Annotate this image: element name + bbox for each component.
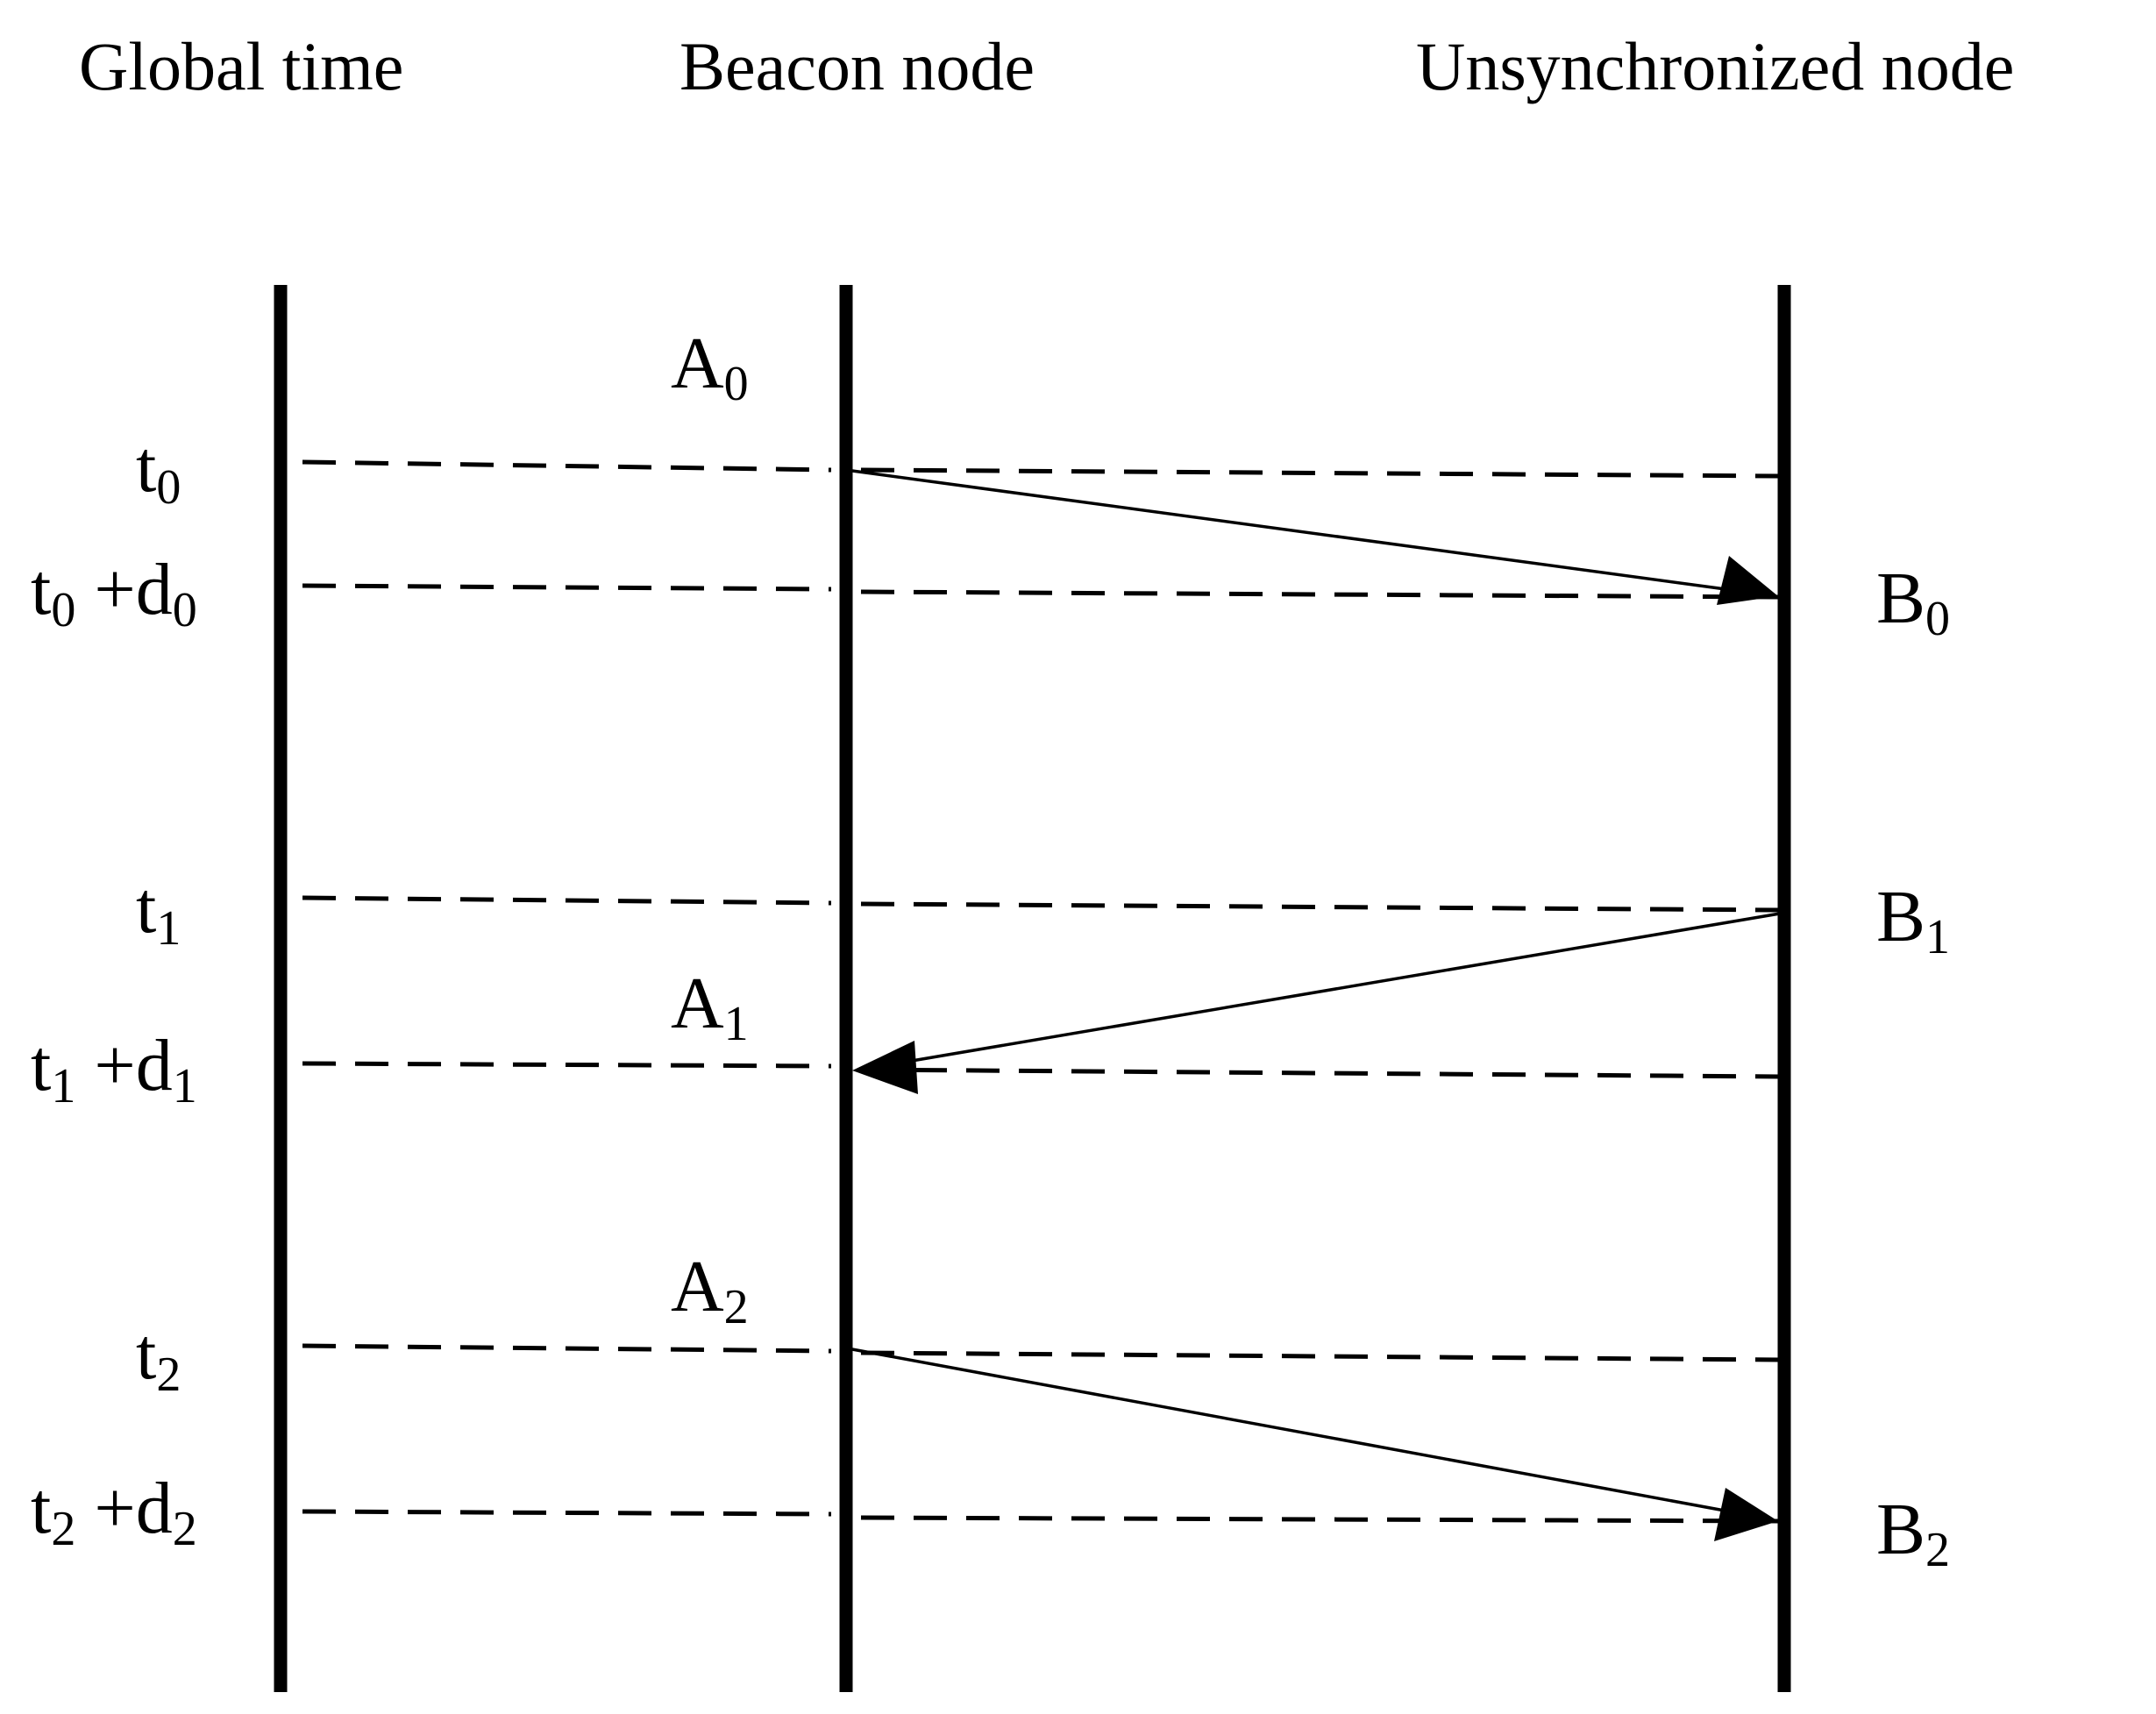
message-arrow-b1-to-a1 xyxy=(906,912,1781,1063)
global-time-labels: t0 t0 +d0 t1 t1 +d1 t2 t2 +d2 xyxy=(31,426,197,1556)
time-reference-lines xyxy=(302,459,1781,1524)
beacon-event-labels: A0 A1 A2 xyxy=(671,323,749,1334)
arrowhead-b0 xyxy=(1717,556,1778,605)
unsync-event-labels: B0 B1 B2 xyxy=(1876,558,1950,1577)
event-label-b1: B1 xyxy=(1876,876,1950,964)
arrowhead-a1 xyxy=(852,1041,918,1094)
event-label-a2: A2 xyxy=(671,1246,749,1334)
event-label-b0: B0 xyxy=(1876,558,1950,646)
header-unsynchronized-node: Unsynchronized node xyxy=(1416,28,2014,104)
time-label-t1: t1 xyxy=(136,867,181,956)
header-beacon-node: Beacon node xyxy=(680,28,1035,104)
message-arrow-a2-to-b2 xyxy=(851,1348,1726,1512)
header-global-time: Global time xyxy=(79,28,403,104)
dashed-line-t0-d0 xyxy=(302,583,1781,600)
dashed-line-t2 xyxy=(302,1343,1781,1362)
dashed-line-t0 xyxy=(302,459,1781,479)
dashed-line-t1 xyxy=(302,895,1781,913)
message-arrow-a0-to-b0 xyxy=(851,469,1726,591)
time-label-t2: t2 xyxy=(136,1313,181,1402)
time-label-t0-plus-d0: t0 +d0 xyxy=(31,549,197,637)
time-label-t2-plus-d2: t2 +d2 xyxy=(31,1468,197,1556)
arrowhead-b2 xyxy=(1714,1488,1778,1541)
event-label-b2: B2 xyxy=(1876,1489,1950,1577)
time-label-t0: t0 xyxy=(136,426,181,515)
dashed-line-t1-d1 xyxy=(302,1061,1781,1079)
message-arrows xyxy=(851,469,1781,1541)
time-label-t1-plus-d1: t1 +d1 xyxy=(31,1025,197,1113)
event-label-a0: A0 xyxy=(671,323,749,411)
event-label-a1: A1 xyxy=(671,963,749,1051)
dashed-line-t2-d2 xyxy=(302,1509,1781,1524)
